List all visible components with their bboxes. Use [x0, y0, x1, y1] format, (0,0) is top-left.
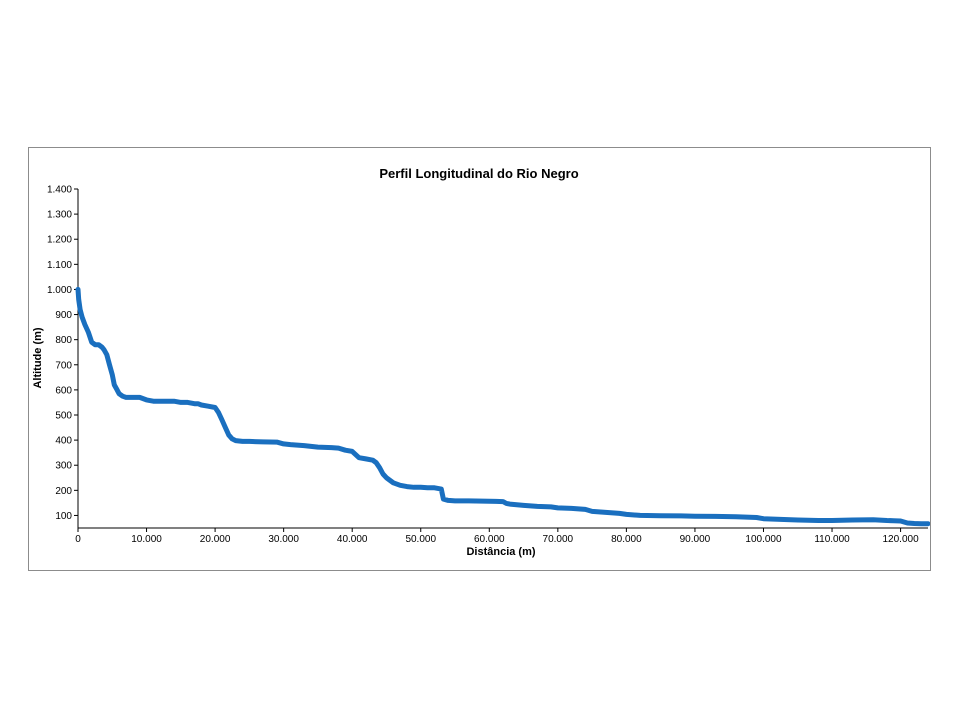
- x-tick-label: 70.000: [543, 534, 574, 545]
- x-tick-label: 30.000: [268, 534, 299, 545]
- x-tick-label: 10.000: [131, 534, 162, 545]
- x-tick-label: 40.000: [337, 534, 368, 545]
- x-tick-label: 50.000: [405, 534, 436, 545]
- y-tick-label: 900: [55, 310, 72, 321]
- y-tick-label: 800: [55, 335, 72, 346]
- y-tick-label: 500: [55, 411, 72, 422]
- series-layer: [75, 286, 930, 527]
- y-tick-label: 100: [55, 511, 72, 522]
- y-tick-label: 400: [55, 436, 72, 447]
- x-axis-title: Distância (m): [466, 546, 535, 558]
- y-tick-label: 1.300: [47, 210, 72, 221]
- y-axis-title: Altitude (m): [32, 327, 44, 388]
- y-tick-label: 1.000: [47, 285, 72, 296]
- y-tick-label: 300: [55, 461, 72, 472]
- y-tick-label: 1.400: [47, 185, 72, 196]
- x-tick-label: 110.000: [814, 534, 850, 545]
- x-tick-label: 90.000: [680, 534, 711, 545]
- x-tick-label: 0: [75, 534, 81, 545]
- x-tick-label: 20.000: [200, 534, 231, 545]
- series-line: [75, 286, 930, 527]
- axes: 100 200 300 400 500 600 700 800 900 1.000 1.100 1.2…: [47, 185, 928, 545]
- y-tick-label: 700: [55, 360, 72, 371]
- x-tick-label: 80.000: [611, 534, 642, 545]
- y-tick-label: 200: [55, 486, 72, 497]
- chart-frame: Perfil Longitudinal do Rio Negro Altitud…: [28, 147, 931, 571]
- chart-title: Perfil Longitudinal do Rio Negro: [379, 166, 578, 181]
- y-tick-label: 1.200: [47, 235, 72, 246]
- x-tick-label: 60.000: [474, 534, 505, 545]
- line-chart: Perfil Longitudinal do Rio Negro Altitud…: [32, 166, 930, 558]
- y-tick-label: 1.100: [47, 260, 72, 271]
- x-tick-label: 100.000: [745, 534, 782, 545]
- y-tick-label: 600: [55, 385, 72, 396]
- x-tick-label: 120.000: [883, 534, 920, 545]
